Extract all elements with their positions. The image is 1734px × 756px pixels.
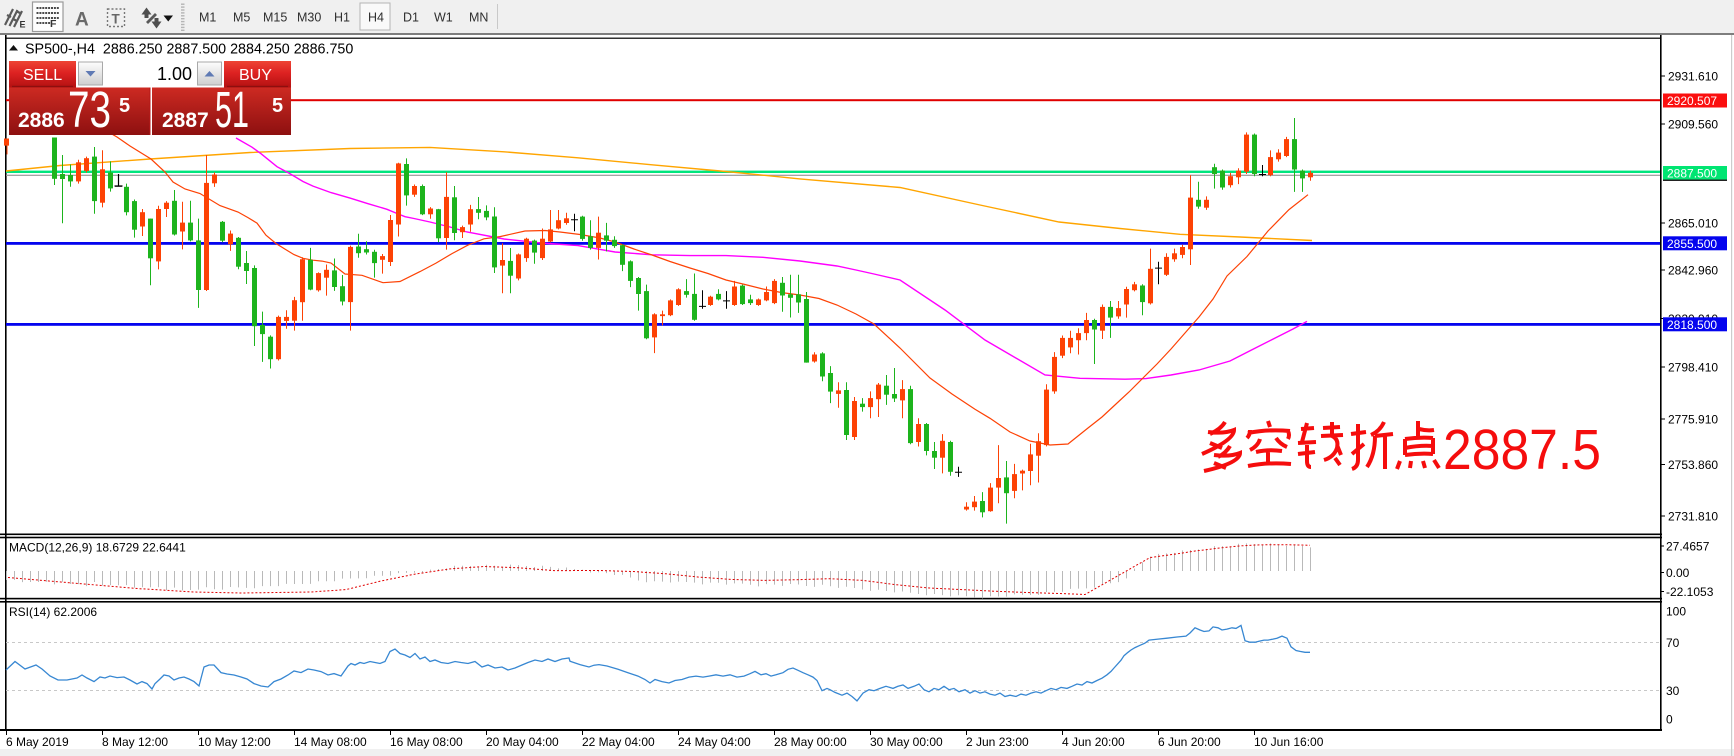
svg-text:2 Jun 23:00: 2 Jun 23:00 [966, 735, 1029, 749]
svg-text:BUY: BUY [239, 67, 272, 84]
svg-text:M30: M30 [297, 11, 321, 25]
svg-text:1.00: 1.00 [157, 64, 192, 84]
svg-text:2886: 2886 [18, 109, 65, 132]
svg-text:16 May 08:00: 16 May 08:00 [390, 735, 463, 749]
svg-text:A: A [75, 10, 89, 31]
svg-text:2798.410: 2798.410 [1668, 361, 1718, 375]
svg-text:2887.500: 2887.500 [1667, 167, 1717, 181]
svg-text:SELL: SELL [23, 67, 62, 84]
svg-text:10 Jun 16:00: 10 Jun 16:00 [1254, 735, 1324, 749]
svg-text:10 May 12:00: 10 May 12:00 [198, 735, 271, 749]
svg-text:MACD(12,26,9) 18.6729 22.6441: MACD(12,26,9) 18.6729 22.6441 [9, 541, 186, 555]
svg-text:2920.507: 2920.507 [1667, 94, 1717, 108]
svg-text:14 May 08:00: 14 May 08:00 [294, 735, 367, 749]
svg-text:RSI(14) 62.2006: RSI(14) 62.2006 [9, 605, 97, 619]
svg-text:M1: M1 [199, 11, 216, 25]
svg-text:24 May 04:00: 24 May 04:00 [678, 735, 751, 749]
svg-text:20 May 04:00: 20 May 04:00 [486, 735, 559, 749]
svg-text:6 May 2019: 6 May 2019 [6, 735, 69, 749]
svg-text:M5: M5 [233, 11, 250, 25]
svg-text:5: 5 [272, 95, 283, 117]
svg-text:D1: D1 [403, 11, 419, 25]
svg-text:H4: H4 [368, 11, 384, 25]
svg-text:2931.610: 2931.610 [1668, 70, 1718, 84]
svg-text:6 Jun 20:00: 6 Jun 20:00 [1158, 735, 1221, 749]
svg-text:2775.910: 2775.910 [1668, 413, 1718, 427]
svg-text:51: 51 [215, 81, 249, 138]
svg-text:2887.5: 2887.5 [1443, 418, 1601, 482]
svg-text:2909.560: 2909.560 [1668, 118, 1718, 132]
svg-text:2731.810: 2731.810 [1668, 510, 1718, 524]
svg-text:28 May 00:00: 28 May 00:00 [774, 735, 847, 749]
svg-text:2887: 2887 [162, 109, 209, 132]
svg-text:100: 100 [1666, 605, 1686, 619]
svg-text:30 May 00:00: 30 May 00:00 [870, 735, 943, 749]
svg-text:30: 30 [1666, 684, 1680, 698]
svg-text:27.4657: 27.4657 [1666, 540, 1710, 554]
svg-text:8 May 12:00: 8 May 12:00 [102, 735, 168, 749]
svg-text:0.00: 0.00 [1666, 566, 1690, 580]
svg-text:M15: M15 [263, 11, 287, 25]
svg-text:H1: H1 [334, 11, 350, 25]
svg-text:E: E [20, 20, 26, 30]
svg-text:0: 0 [1666, 713, 1673, 727]
svg-text:SP500-,H4 2886.250 2887.500 2: SP500-,H4 2886.250 2887.500 2884.250 288… [25, 42, 353, 58]
svg-text:-22.1053: -22.1053 [1666, 585, 1714, 599]
svg-text:F: F [50, 18, 57, 30]
svg-text:2855.500: 2855.500 [1667, 237, 1717, 251]
svg-text:22 May 04:00: 22 May 04:00 [582, 735, 655, 749]
svg-text:73: 73 [68, 81, 111, 138]
svg-text:2842.960: 2842.960 [1668, 264, 1718, 278]
svg-text:2753.860: 2753.860 [1668, 458, 1718, 472]
svg-text:2865.010: 2865.010 [1668, 217, 1718, 231]
svg-text:2818.500: 2818.500 [1667, 318, 1717, 332]
svg-text:T: T [112, 12, 121, 27]
svg-text:5: 5 [119, 95, 130, 117]
svg-text:70: 70 [1666, 636, 1680, 650]
svg-text:4 Jun 20:00: 4 Jun 20:00 [1062, 735, 1125, 749]
svg-text:W1: W1 [434, 11, 453, 25]
svg-text:MN: MN [469, 11, 488, 25]
